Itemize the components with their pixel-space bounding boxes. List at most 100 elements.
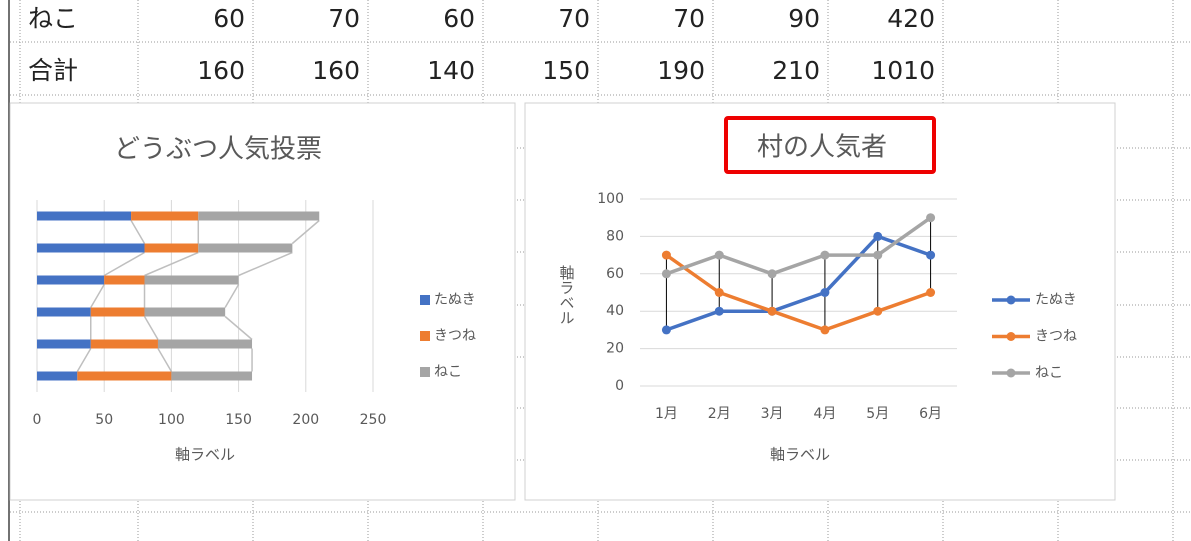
x-tick-label: 100 xyxy=(158,412,185,428)
bar xyxy=(37,371,78,381)
point xyxy=(820,325,830,335)
bar xyxy=(131,211,199,221)
point xyxy=(661,325,671,335)
bar xyxy=(90,339,158,349)
point xyxy=(820,250,830,260)
point xyxy=(767,306,777,316)
bar xyxy=(144,307,226,317)
legend-label: たぬき xyxy=(1035,292,1077,308)
series-line xyxy=(224,315,253,341)
legend-marker xyxy=(1006,368,1016,378)
point xyxy=(926,250,936,260)
y-tick-label: 20 xyxy=(606,341,624,357)
legend-swatch xyxy=(420,367,430,377)
cell-value: 70 xyxy=(328,4,360,33)
cell-value: 60 xyxy=(213,4,245,33)
cell-value: 60 xyxy=(443,4,475,33)
legend-label: きつね xyxy=(1035,329,1077,345)
y-tick-label: 40 xyxy=(606,303,624,319)
y-axis-label: 軸ラベル xyxy=(558,265,576,325)
x-tick-label: 4月 xyxy=(813,406,836,422)
legend-swatch xyxy=(420,295,430,305)
series-line xyxy=(76,348,92,372)
row-label: 合計 xyxy=(28,56,78,85)
point xyxy=(767,269,777,279)
series-line xyxy=(130,220,146,244)
bar xyxy=(198,243,293,253)
legend-label: ねこ xyxy=(434,364,462,380)
x-tick-label: 3月 xyxy=(761,406,784,422)
bar xyxy=(104,275,145,285)
point xyxy=(873,306,883,316)
series-line xyxy=(665,253,932,332)
series-line xyxy=(665,234,932,332)
cell-value: 150 xyxy=(542,56,590,85)
bar xyxy=(37,243,145,253)
point xyxy=(661,250,671,260)
point xyxy=(873,250,883,260)
x-tick-label: 0 xyxy=(33,412,42,428)
series-line xyxy=(238,251,293,277)
bar xyxy=(144,275,239,285)
series-line xyxy=(665,216,932,276)
x-tick-label: 2月 xyxy=(708,406,731,422)
y-tick-label: 80 xyxy=(606,228,624,244)
series-line xyxy=(291,219,320,245)
bar xyxy=(37,339,91,349)
cell-value: 420 xyxy=(887,4,935,33)
point xyxy=(661,269,671,279)
y-tick-label: 60 xyxy=(606,266,624,282)
y-tick-label: 0 xyxy=(615,378,624,394)
x-axis-label: 軸ラベル xyxy=(175,446,235,464)
bar xyxy=(37,211,132,221)
cell-value: 190 xyxy=(657,56,705,85)
point xyxy=(926,213,936,223)
x-tick-label: 1月 xyxy=(655,406,678,422)
cell-value: 210 xyxy=(772,56,820,85)
point xyxy=(714,250,724,260)
point xyxy=(873,231,883,241)
cell-value: 160 xyxy=(197,56,245,85)
legend-marker xyxy=(1006,332,1016,341)
series-line xyxy=(90,284,105,308)
x-tick-label: 200 xyxy=(292,412,319,428)
series-line xyxy=(224,284,240,308)
legend-swatch xyxy=(420,331,430,341)
bar xyxy=(37,307,91,317)
x-tick-label: 5月 xyxy=(866,406,889,422)
x-tick-label: 6月 xyxy=(919,406,942,422)
point xyxy=(926,288,936,297)
x-tick-label: 150 xyxy=(225,412,252,428)
cell-value: 1010 xyxy=(871,56,935,85)
bar xyxy=(157,339,253,349)
cell-value: 90 xyxy=(788,4,820,33)
series-line xyxy=(143,316,159,340)
x-tick-label: 50 xyxy=(95,412,113,428)
x-tick-label: 250 xyxy=(360,412,387,428)
x-axis-label: 軸ラベル xyxy=(770,446,830,464)
point xyxy=(820,288,830,297)
bar xyxy=(90,307,145,317)
bar xyxy=(171,371,253,381)
bar xyxy=(198,211,320,221)
row-label: ねこ xyxy=(28,4,78,33)
y-tick-label: 100 xyxy=(597,191,624,207)
series-line xyxy=(103,251,145,277)
chart-title: 村の人気者 xyxy=(757,133,887,163)
bar xyxy=(77,371,172,381)
bar xyxy=(37,275,105,285)
point xyxy=(714,288,724,297)
legend-label: きつね xyxy=(434,328,476,344)
highlight-box xyxy=(724,116,936,174)
chart-area xyxy=(524,102,1116,501)
point xyxy=(714,306,724,316)
chart-title: どうぶつ人気投票 xyxy=(114,135,322,165)
cell-value: 70 xyxy=(673,4,705,33)
series-line xyxy=(157,348,173,372)
cell-value: 140 xyxy=(427,56,475,85)
legend-marker xyxy=(1006,295,1016,305)
legend-label: ねこ xyxy=(1035,365,1063,381)
cell-value: 160 xyxy=(312,56,360,85)
